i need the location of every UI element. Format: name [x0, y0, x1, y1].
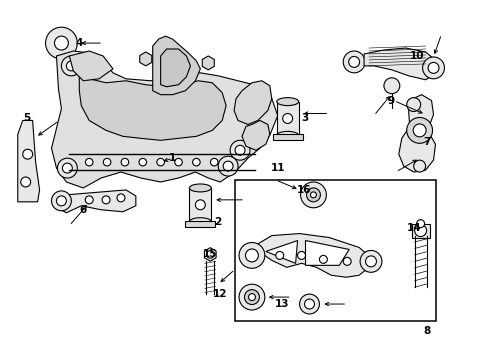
Circle shape [195, 200, 205, 210]
Polygon shape [79, 73, 225, 140]
Text: 8: 8 [422, 326, 429, 336]
Circle shape [223, 161, 233, 171]
Circle shape [413, 160, 425, 172]
Circle shape [416, 220, 424, 228]
Circle shape [235, 145, 244, 155]
Circle shape [343, 257, 350, 265]
Circle shape [248, 294, 255, 301]
Circle shape [244, 290, 259, 305]
Polygon shape [51, 51, 277, 188]
Circle shape [282, 113, 292, 123]
Circle shape [304, 299, 314, 309]
Text: 10: 10 [408, 51, 423, 61]
Circle shape [51, 191, 71, 211]
Circle shape [365, 256, 376, 267]
Text: 15: 15 [203, 249, 217, 260]
Ellipse shape [189, 218, 211, 226]
Polygon shape [69, 51, 113, 81]
Polygon shape [161, 49, 190, 87]
Circle shape [245, 249, 258, 262]
Polygon shape [305, 240, 348, 265]
Polygon shape [234, 81, 271, 125]
Polygon shape [140, 52, 151, 66]
Circle shape [412, 124, 425, 137]
Bar [189, 188, 211, 222]
Circle shape [239, 284, 264, 310]
Text: 12: 12 [212, 289, 227, 299]
Circle shape [218, 156, 238, 176]
Ellipse shape [276, 98, 298, 105]
Circle shape [359, 251, 381, 272]
Bar [185, 221, 215, 227]
Ellipse shape [276, 131, 298, 139]
Circle shape [57, 158, 77, 178]
Circle shape [56, 196, 66, 206]
Text: 6: 6 [80, 205, 87, 215]
Polygon shape [251, 234, 370, 277]
Circle shape [406, 117, 432, 143]
Circle shape [299, 294, 319, 314]
Polygon shape [53, 190, 136, 213]
Text: 16: 16 [297, 185, 311, 195]
Polygon shape [265, 240, 297, 264]
Circle shape [427, 62, 438, 73]
Circle shape [61, 56, 81, 76]
Bar [235, 180, 435, 321]
Circle shape [230, 140, 249, 160]
Polygon shape [242, 121, 269, 150]
Circle shape [103, 158, 111, 166]
Circle shape [275, 251, 283, 260]
Text: 1: 1 [168, 153, 176, 163]
Circle shape [383, 78, 399, 94]
Circle shape [102, 196, 110, 204]
Circle shape [85, 196, 93, 204]
Circle shape [20, 177, 31, 187]
Text: 4: 4 [76, 38, 83, 48]
Text: 7: 7 [422, 137, 429, 147]
Text: 3: 3 [300, 113, 307, 123]
Polygon shape [18, 121, 40, 202]
Polygon shape [398, 95, 435, 172]
Circle shape [117, 194, 124, 202]
Text: 2: 2 [214, 217, 222, 227]
Circle shape [406, 98, 420, 112]
Circle shape [343, 51, 365, 73]
Bar [272, 134, 302, 140]
Text: 13: 13 [274, 299, 288, 309]
Circle shape [139, 158, 146, 166]
Circle shape [85, 158, 93, 166]
Circle shape [300, 182, 325, 208]
Circle shape [210, 158, 218, 166]
Circle shape [310, 192, 316, 198]
Circle shape [306, 188, 320, 202]
Circle shape [62, 163, 72, 173]
Circle shape [206, 251, 214, 258]
Circle shape [66, 61, 76, 71]
Circle shape [192, 158, 200, 166]
Polygon shape [202, 56, 214, 70]
Circle shape [239, 243, 264, 268]
Ellipse shape [189, 184, 211, 192]
Text: 11: 11 [270, 163, 285, 173]
Circle shape [22, 149, 33, 159]
Polygon shape [152, 36, 200, 95]
Circle shape [121, 158, 128, 166]
Text: 5: 5 [23, 113, 30, 123]
Circle shape [157, 158, 164, 166]
Polygon shape [364, 48, 437, 80]
Bar [411, 224, 428, 238]
Circle shape [348, 57, 359, 67]
Circle shape [174, 158, 182, 166]
Circle shape [422, 57, 444, 79]
Circle shape [297, 251, 305, 260]
Circle shape [45, 27, 77, 59]
Bar [276, 102, 298, 135]
Text: 14: 14 [406, 222, 420, 233]
Circle shape [54, 36, 68, 50]
Text: 9: 9 [386, 96, 394, 105]
Polygon shape [204, 248, 216, 261]
Circle shape [414, 225, 426, 237]
Circle shape [319, 255, 326, 264]
